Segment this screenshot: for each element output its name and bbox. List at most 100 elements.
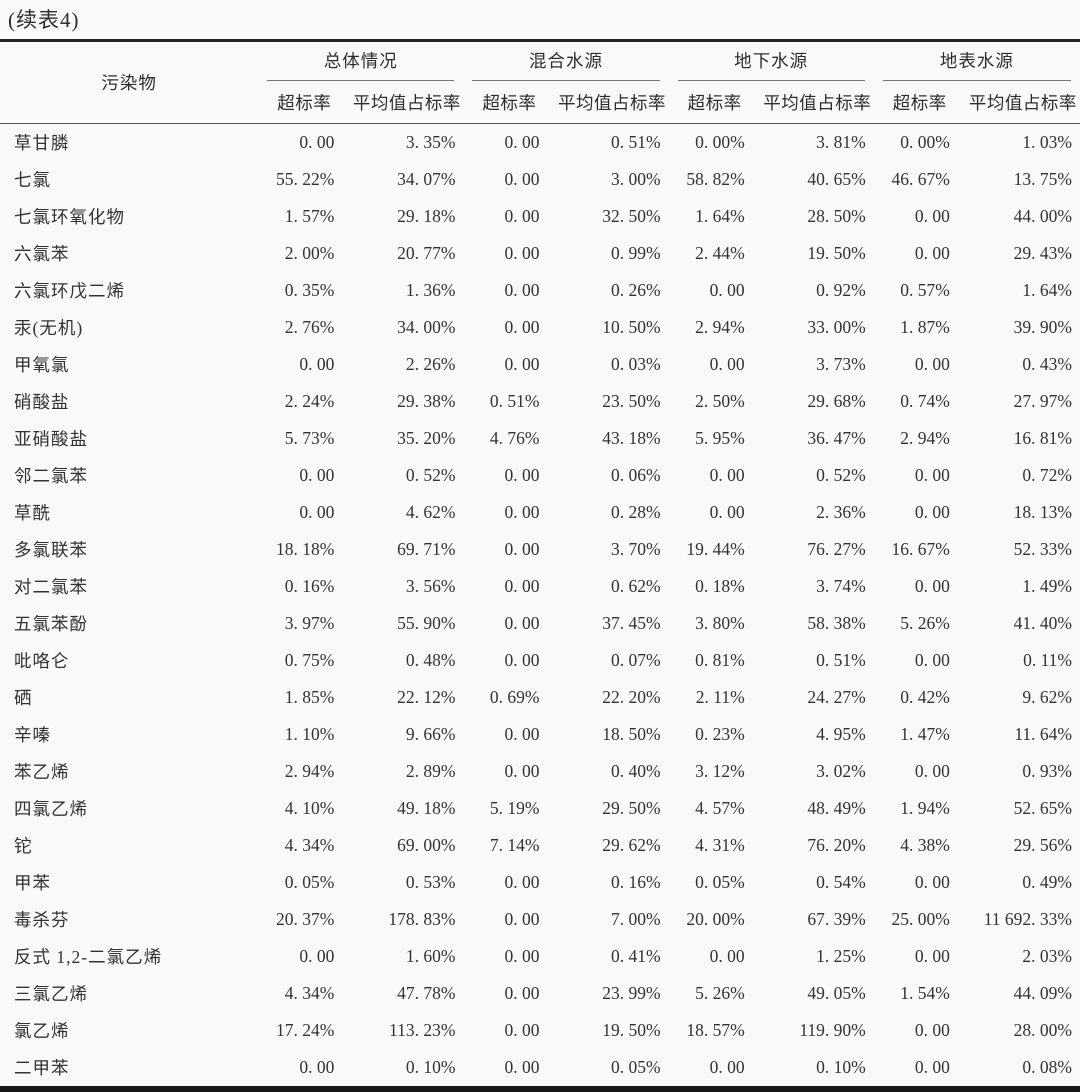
group-header-overall: 总体情况 bbox=[258, 41, 463, 81]
pollutant-standards-table: 污染物 总体情况 混合水源 地下水源 地表水源 超标率 平均值占标率 超标率 平… bbox=[0, 39, 1080, 1092]
mean-ratio-value: 22. 20% bbox=[602, 687, 661, 707]
exceedance-rate-value: 0. 75% bbox=[284, 650, 335, 670]
mean-ratio-value: 0. 40% bbox=[611, 761, 661, 781]
exceedance-rate-value: 4. 38% bbox=[900, 835, 950, 855]
group-header-groundwater-source: 地下水源 bbox=[669, 41, 874, 81]
table-row: 氯乙烯 17. 24% 113. 23% 0. 00 19. 50% 18. 57% 119… bbox=[0, 1012, 1080, 1049]
table-row: 汞(无机) 2. 76% 34. 00% 0. 00 10. 50% 2. 94% 33. … bbox=[0, 309, 1080, 346]
table-row: 亚硝酸盐 5. 73% 35. 20% 4. 76% 43. 18% 5. 95% 36. … bbox=[0, 420, 1080, 457]
subheader-mean-ratio-groundwater: 平均值占标率 bbox=[760, 81, 874, 124]
mean-ratio-value: 3. 35% bbox=[405, 132, 456, 152]
mean-ratio-value: 1. 60% bbox=[405, 946, 456, 966]
mean-ratio-value: 48. 49% bbox=[807, 798, 866, 818]
exceedance-rate-value: 0. 00 bbox=[709, 465, 745, 485]
table-row: 六氯环戊二烯 0. 35% 1. 36% 0. 00 0. 26% 0. 00 0. 92%… bbox=[0, 272, 1080, 309]
table-continuation-title: (续表4) bbox=[8, 8, 80, 32]
exceedance-rate-value: 0. 00 bbox=[504, 576, 540, 596]
exceedance-rate-value: 0. 00% bbox=[695, 132, 745, 152]
mean-ratio-value: 113. 23% bbox=[388, 1020, 456, 1040]
exceedance-rate-value: 0. 00 bbox=[914, 576, 950, 596]
exceedance-rate-value: 1. 54% bbox=[900, 983, 950, 1003]
exceedance-rate-value: 0. 81% bbox=[695, 650, 745, 670]
group-header-groundwater-source-label: 地下水源 bbox=[677, 42, 865, 81]
exceedance-rate-value: 5. 95% bbox=[695, 428, 745, 448]
exceedance-rate-value: 4. 31% bbox=[695, 835, 745, 855]
mean-ratio-value: 32. 50% bbox=[602, 206, 661, 226]
mean-ratio-value: 28. 00% bbox=[1013, 1020, 1072, 1040]
exceedance-rate-value: 0. 00 bbox=[504, 465, 540, 485]
mean-ratio-value: 69. 00% bbox=[397, 835, 456, 855]
exceedance-rate-value: 2. 50% bbox=[695, 391, 745, 411]
pollutant-name: 四氯乙烯 bbox=[14, 799, 88, 819]
exceedance-rate-value: 0. 51% bbox=[489, 391, 540, 411]
exceedance-rate-value: 5. 19% bbox=[489, 798, 540, 818]
table-row: 二甲苯 0. 00 0. 10% 0. 00 0. 05% 0. 00 0. 10% 0. 0… bbox=[0, 1049, 1080, 1089]
mean-ratio-value: 0. 48% bbox=[405, 650, 456, 670]
exceedance-rate-value: 2. 44% bbox=[695, 243, 745, 263]
table-row: 五氯苯酚 3. 97% 55. 90% 0. 00 37. 45% 3. 80% 58. 3… bbox=[0, 605, 1080, 642]
exceedance-rate-value: 3. 97% bbox=[284, 613, 335, 633]
pollutant-name: 六氯环戊二烯 bbox=[14, 281, 125, 301]
pollutant-name: 多氯联苯 bbox=[14, 540, 88, 560]
mean-ratio-value: 0. 07% bbox=[611, 650, 661, 670]
mean-ratio-value: 0. 62% bbox=[611, 576, 661, 596]
exceedance-rate-value: 0. 00 bbox=[504, 280, 540, 300]
exceedance-rate-value: 0. 00 bbox=[299, 502, 335, 522]
group-header-surface-water-source-label: 地表水源 bbox=[882, 42, 1071, 81]
mean-ratio-value: 52. 65% bbox=[1013, 798, 1072, 818]
exceedance-rate-value: 0. 00 bbox=[299, 354, 335, 374]
mean-ratio-value: 36. 47% bbox=[807, 428, 866, 448]
mean-ratio-value: 0. 10% bbox=[816, 1057, 866, 1077]
pollutant-name: 硒 bbox=[14, 688, 33, 708]
subheader-mean-ratio-surface: 平均值占标率 bbox=[965, 81, 1080, 124]
mean-ratio-value: 29. 38% bbox=[397, 391, 456, 411]
mean-ratio-value: 4. 95% bbox=[816, 724, 866, 744]
mean-ratio-value: 27. 97% bbox=[1013, 391, 1072, 411]
pollutant-name: 苯乙烯 bbox=[14, 762, 70, 782]
mean-ratio-value: 2. 26% bbox=[405, 354, 456, 374]
pollutant-name: 对二氯苯 bbox=[14, 577, 88, 597]
exceedance-rate-value: 0. 00% bbox=[900, 132, 950, 152]
exceedance-rate-value: 17. 24% bbox=[275, 1020, 335, 1040]
mean-ratio-value: 49. 18% bbox=[397, 798, 456, 818]
mean-ratio-value: 34. 07% bbox=[397, 169, 456, 189]
mean-ratio-value: 178. 83% bbox=[388, 909, 456, 929]
mean-ratio-value: 41. 40% bbox=[1013, 613, 1072, 633]
mean-ratio-value: 58. 38% bbox=[807, 613, 866, 633]
exceedance-rate-value: 0. 00 bbox=[299, 465, 335, 485]
mean-ratio-value: 0. 51% bbox=[816, 650, 866, 670]
mean-ratio-value: 3. 70% bbox=[611, 539, 661, 559]
mean-ratio-value: 3. 02% bbox=[816, 761, 866, 781]
mean-ratio-value: 33. 00% bbox=[807, 317, 866, 337]
mean-ratio-value: 1. 49% bbox=[1022, 576, 1072, 596]
mean-ratio-value: 76. 20% bbox=[807, 835, 866, 855]
mean-ratio-value: 10. 50% bbox=[602, 317, 661, 337]
exceedance-rate-value: 1. 94% bbox=[900, 798, 950, 818]
exceedance-rate-value: 0. 00 bbox=[914, 206, 950, 226]
exceedance-rate-value: 0. 00 bbox=[914, 946, 950, 966]
exceedance-rate-value: 0. 00 bbox=[504, 206, 540, 226]
mean-ratio-value: 52. 33% bbox=[1013, 539, 1072, 559]
exceedance-rate-value: 0. 05% bbox=[284, 872, 335, 892]
mean-ratio-value: 40. 65% bbox=[807, 169, 866, 189]
exceedance-rate-value: 4. 76% bbox=[489, 428, 540, 448]
exceedance-rate-value: 0. 00 bbox=[504, 909, 540, 929]
mean-ratio-value: 20. 77% bbox=[397, 243, 456, 263]
mean-ratio-value: 16. 81% bbox=[1013, 428, 1072, 448]
table-row: 三氯乙烯 4. 34% 47. 78% 0. 00 23. 99% 5. 26% 49. 0… bbox=[0, 975, 1080, 1012]
exceedance-rate-value: 0. 00 bbox=[504, 502, 540, 522]
exceedance-rate-value: 0. 00 bbox=[504, 1057, 540, 1077]
exceedance-rate-value: 1. 64% bbox=[695, 206, 745, 226]
exceedance-rate-value: 25. 00% bbox=[891, 909, 950, 929]
sub-header-row: 超标率 平均值占标率 超标率 平均值占标率 超标率 平均值占标率 超标率 平均值… bbox=[0, 81, 1080, 124]
mean-ratio-value: 0. 08% bbox=[1022, 1057, 1072, 1077]
table-row: 毒杀芬 20. 37% 178. 83% 0. 00 7. 00% 20. 00% 67. … bbox=[0, 901, 1080, 938]
table-row: 甲氧氯 0. 00 2. 26% 0. 00 0. 03% 0. 00 3. 73% 0. 0… bbox=[0, 346, 1080, 383]
mean-ratio-value: 18. 50% bbox=[602, 724, 661, 744]
exceedance-rate-value: 2. 76% bbox=[284, 317, 335, 337]
exceedance-rate-value: 1. 87% bbox=[900, 317, 950, 337]
table-row: 六氯苯 2. 00% 20. 77% 0. 00 0. 99% 2. 44% 19. 50%… bbox=[0, 235, 1080, 272]
pollutant-name: 甲氧氯 bbox=[14, 355, 70, 375]
pollutant-name: 氯乙烯 bbox=[14, 1021, 70, 1041]
